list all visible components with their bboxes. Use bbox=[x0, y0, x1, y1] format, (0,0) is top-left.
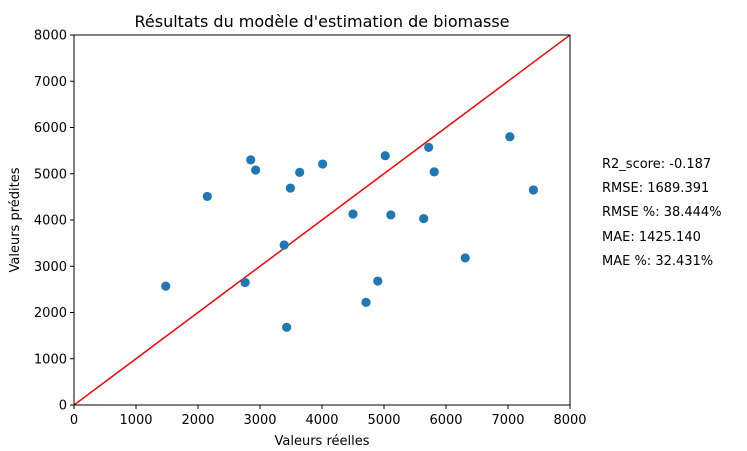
x-tick-label: 7000 bbox=[491, 413, 524, 428]
x-tick-label: 8000 bbox=[553, 413, 586, 428]
x-tick-label: 5000 bbox=[367, 413, 400, 428]
data-point bbox=[419, 214, 429, 224]
x-tick-label: 4000 bbox=[305, 413, 338, 428]
y-axis-ticks: 0 1000 2000 3000 4000 5000 6000 7000 8000 bbox=[34, 29, 74, 414]
x-axis-ticks: 0 1000 2000 3000 4000 5000 6000 7000 8000 bbox=[70, 405, 587, 428]
y-tick-label: 8000 bbox=[34, 29, 67, 44]
x-axis-label: Valeurs réelles bbox=[275, 434, 370, 449]
metric-rmse: RMSE: 1689.391 bbox=[602, 181, 710, 196]
data-point bbox=[202, 191, 212, 202]
x-tick-label: 3000 bbox=[243, 413, 276, 428]
data-point bbox=[282, 322, 292, 332]
data-point bbox=[240, 277, 250, 288]
x-tick-label: 1000 bbox=[119, 413, 152, 428]
data-point bbox=[505, 132, 515, 142]
data-point bbox=[285, 183, 295, 193]
reference-line bbox=[74, 35, 570, 405]
data-point bbox=[348, 209, 358, 219]
y-tick-label: 5000 bbox=[34, 167, 67, 182]
data-point bbox=[279, 240, 289, 250]
data-point bbox=[528, 185, 539, 195]
y-axis-label: Valeurs prédites bbox=[8, 167, 23, 272]
data-point bbox=[386, 210, 396, 220]
y-tick-label: 1000 bbox=[34, 352, 67, 367]
data-point bbox=[318, 159, 328, 169]
chart-title: Résultats du modèle d'estimation de biom… bbox=[134, 12, 509, 31]
y-tick-label: 7000 bbox=[34, 75, 67, 90]
metric-rmse-percent: RMSE %: 38.444% bbox=[602, 205, 722, 220]
data-point bbox=[380, 151, 390, 161]
metric-mae-percent: MAE %: 32.431% bbox=[602, 254, 714, 269]
data-point bbox=[251, 165, 261, 175]
y-tick-label: 0 bbox=[59, 399, 67, 414]
y-tick-label: 3000 bbox=[34, 260, 67, 275]
data-point bbox=[424, 142, 434, 152]
data-point bbox=[161, 281, 171, 291]
x-tick-label: 6000 bbox=[429, 413, 462, 428]
metric-r2-score: R2_score: -0.187 bbox=[602, 157, 712, 172]
data-point bbox=[373, 276, 383, 286]
data-point bbox=[361, 297, 371, 307]
y-tick-label: 2000 bbox=[34, 306, 67, 321]
data-point bbox=[295, 167, 305, 177]
metric-mae: MAE: 1425.140 bbox=[602, 230, 701, 245]
y-tick-label: 6000 bbox=[34, 121, 67, 136]
data-point bbox=[460, 253, 470, 263]
x-tick-label: 2000 bbox=[181, 413, 214, 428]
x-tick-label: 0 bbox=[70, 413, 78, 428]
y-tick-label: 4000 bbox=[34, 214, 67, 229]
data-point bbox=[246, 155, 256, 165]
data-point bbox=[429, 167, 439, 177]
